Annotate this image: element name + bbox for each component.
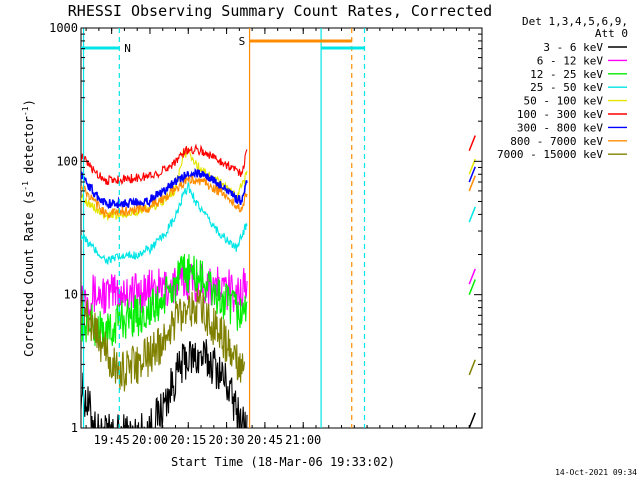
x-tick-label-4: 20:45: [247, 433, 283, 447]
x-tick-label-1: 20:00: [132, 433, 168, 447]
x-tick-label-2: 20:15: [170, 433, 206, 447]
annotation-s: S: [239, 35, 246, 48]
annotation-n: N: [124, 42, 131, 55]
late-segment-0: [468, 412, 476, 428]
y-axis-label: Corrected Count Rate (s-1 detector-1): [21, 99, 36, 357]
y-tick-label-2: 100: [56, 154, 78, 168]
legend-label-4: 50 - 100 keV: [524, 95, 604, 108]
y-axis-label-part1: Corrected Count Rate (s: [22, 191, 36, 357]
plot-frame: [80, 27, 483, 429]
series-layer: [81, 135, 476, 428]
x-axis-label: Start Time (18-Mar-06 19:33:02): [171, 455, 395, 469]
late-segment-2: [468, 279, 476, 295]
x-tick-label-3: 20:30: [209, 433, 245, 447]
series-line-8: [81, 288, 246, 392]
y-tick-label-3: 1000: [49, 21, 78, 35]
y-axis-label-sup2: -1: [21, 106, 30, 116]
late-segment-5: [468, 135, 476, 152]
axis-ticks: 19:45 20:00 20:15 20:30 20:45 21:00 1 10 100 1000: [49, 21, 483, 447]
legend-label-5: 100 - 300 keV: [517, 108, 603, 121]
y-axis-label-part3: ): [22, 99, 36, 106]
y-axis-label-part2: detector: [22, 116, 36, 181]
legend-label-7: 800 - 7000 keV: [510, 135, 603, 148]
legend-label-3: 25 - 50 keV: [530, 81, 603, 94]
chart-title: RHESSI Observing Summary Count Rates, Co…: [68, 2, 492, 20]
series-line-7: [81, 175, 248, 220]
series-line-5: [81, 143, 248, 186]
y-tick-label-0: 1: [71, 421, 78, 435]
late-segment-3: [468, 206, 476, 223]
legend-label-0: 3 - 6 keV: [543, 41, 603, 54]
legend-header-1: Att 0: [595, 27, 628, 40]
legend-header-0: Det 1,3,4,5,6,9,: [522, 15, 628, 28]
x-tick-label-5: 21:00: [285, 433, 321, 447]
legend-label-1: 6 - 12 keV: [537, 54, 604, 67]
x-tick-label-0: 19:45: [94, 433, 130, 447]
legend-label-6: 300 - 800 keV: [517, 121, 603, 134]
y-axis-label-sup1: -1: [21, 181, 30, 191]
y-tick-label-1: 10: [64, 288, 78, 302]
legend-label-8: 7000 - 15000 keV: [497, 148, 603, 161]
series-line-2: [81, 253, 248, 351]
series-line-3: [81, 182, 248, 265]
late-segment-7: [468, 175, 476, 192]
series-line-0: [81, 339, 248, 428]
legend-label-2: 12 - 25 keV: [530, 68, 603, 81]
late-segment-1: [468, 268, 476, 285]
observation-marks: NS: [81, 28, 366, 428]
late-segment-8: [468, 359, 476, 376]
late-segment-6: [468, 166, 476, 183]
footer-timestamp: 14-Oct-2021 09:34: [555, 468, 637, 477]
